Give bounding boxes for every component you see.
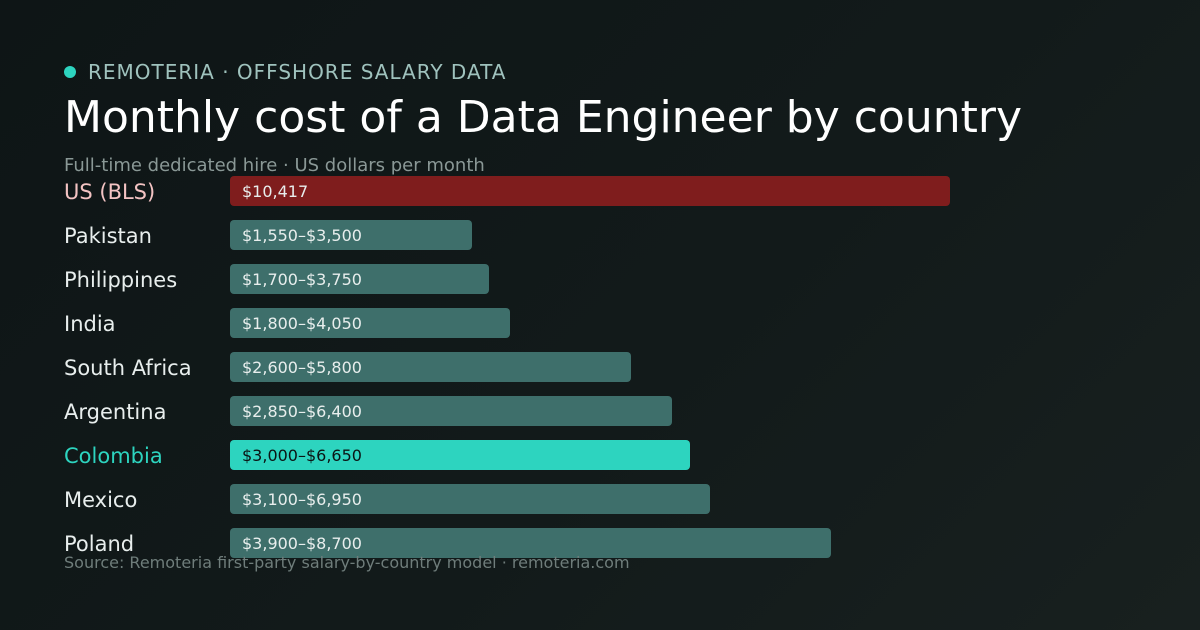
- category-label-poland: Poland: [64, 532, 134, 556]
- brand-eyebrow: REMOTERIA · OFFSHORE SALARY DATA: [64, 60, 506, 84]
- bar-value-label-south-africa: $2,600–$5,800: [242, 358, 362, 377]
- brand-dot-icon: [64, 66, 76, 78]
- bar-value-label-poland: $3,900–$8,700: [242, 534, 362, 553]
- category-label-mexico: Mexico: [64, 488, 137, 512]
- category-label-india: India: [64, 312, 116, 336]
- chart-title: Monthly cost of a Data Engineer by count…: [64, 92, 1022, 143]
- bar-value-label-philippines: $1,700–$3,750: [242, 270, 362, 289]
- bar-poland: [230, 528, 831, 558]
- brand-eyebrow-text: REMOTERIA · OFFSHORE SALARY DATA: [88, 60, 507, 84]
- bar-argentina: [230, 396, 672, 426]
- bar-value-label-india: $1,800–$4,050: [242, 314, 362, 333]
- bar-value-label-us-bls: $10,417: [242, 182, 308, 201]
- chart-subtitle: Full-time dedicated hire · US dollars pe…: [64, 155, 485, 176]
- bar-india: [230, 308, 510, 338]
- category-label-us-bls: US (BLS): [64, 180, 155, 204]
- category-label-argentina: Argentina: [64, 400, 166, 424]
- source-note: Source: Remoteria first-party salary-by-…: [64, 553, 630, 572]
- category-label-philippines: Philippines: [64, 268, 177, 292]
- bar-south-africa: [230, 352, 631, 382]
- bar-value-label-argentina: $2,850–$6,400: [242, 402, 362, 421]
- bar-philippines: [230, 264, 489, 294]
- bar-value-label-pakistan: $1,550–$3,500: [242, 226, 362, 245]
- bar-value-label-colombia: $3,000–$6,650: [242, 446, 362, 465]
- category-label-south-africa: South Africa: [64, 356, 192, 380]
- category-label-pakistan: Pakistan: [64, 224, 152, 248]
- bar-colombia: [230, 440, 690, 470]
- bar-pakistan: [230, 220, 472, 250]
- bar-value-label-mexico: $3,100–$6,950: [242, 490, 362, 509]
- bar-us-bls: [230, 176, 950, 206]
- bar-mexico: [230, 484, 710, 514]
- category-label-colombia: Colombia: [64, 444, 163, 468]
